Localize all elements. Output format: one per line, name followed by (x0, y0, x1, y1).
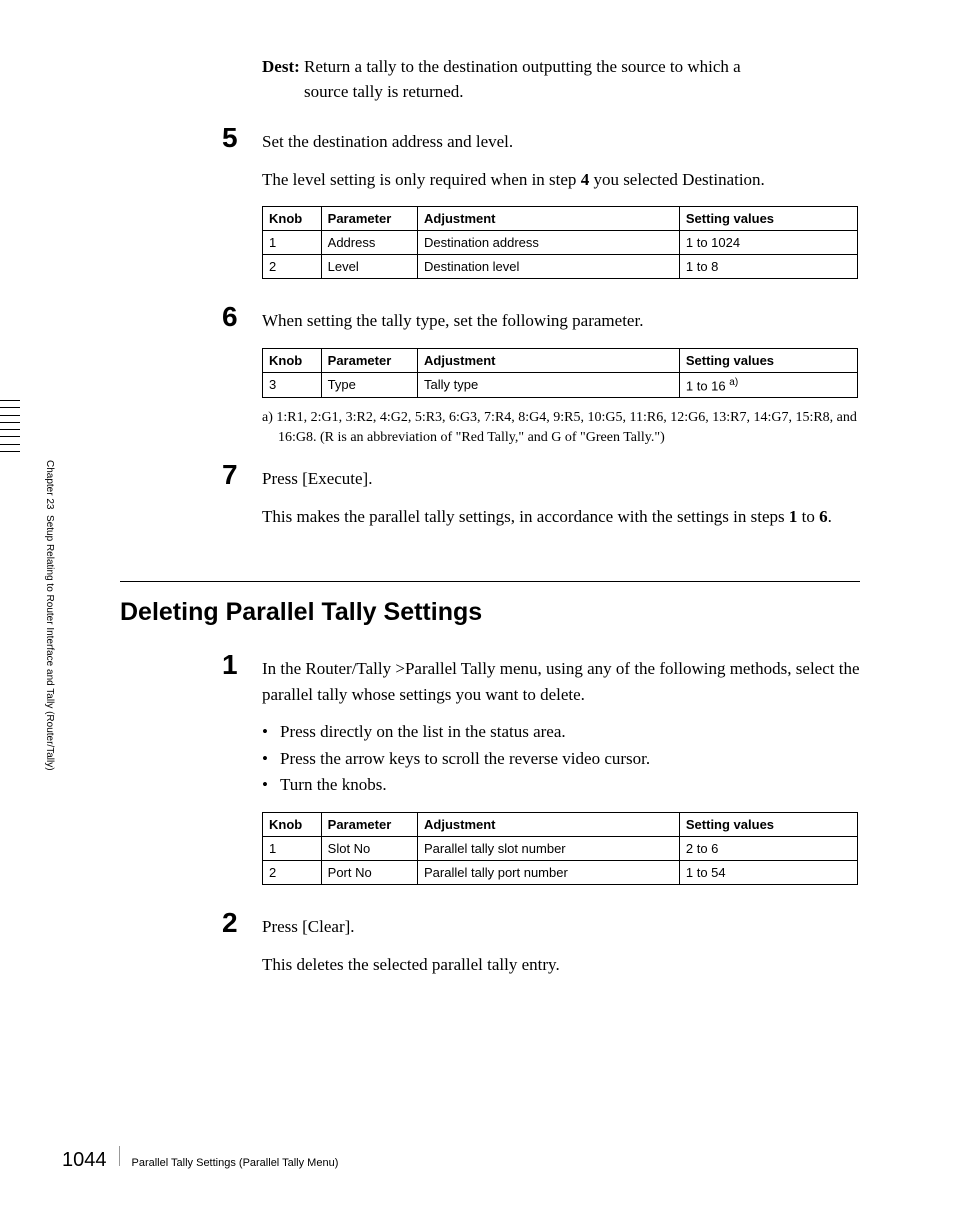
t1-r0-c2: Destination address (418, 231, 680, 255)
step5-body-bold: 4 (581, 170, 590, 189)
list-item: Turn the knobs. (262, 772, 900, 798)
t2-h-set: Setting values (679, 348, 857, 372)
step-5-body: The level setting is only required when … (262, 167, 900, 193)
table-row: 1 Slot No Parallel tally slot number 2 t… (263, 837, 858, 861)
step-7-text: Press [Execute]. (262, 466, 900, 492)
t1-r0-c1: Address (321, 231, 417, 255)
step-7-body: This makes the parallel tally settings, … (262, 504, 900, 530)
del-step-1-text: In the Router/Tally >Parallel Tally menu… (262, 656, 900, 707)
t1-r1-c3: 1 to 8 (679, 255, 857, 279)
dest-line2: source tally is returned. (304, 80, 900, 105)
table-row: 3 Type Tally type 1 to 16 a) (263, 372, 858, 397)
t2-r0-c3-val: 1 to 16 (686, 378, 726, 393)
step-6-num: 6 (222, 301, 262, 333)
t1-h-adj: Adjustment (418, 207, 680, 231)
step-7: 7 Press [Execute]. (120, 459, 900, 492)
t2-h-adj: Adjustment (418, 348, 680, 372)
s7-b2: 6 (819, 507, 828, 526)
step-5-text: Set the destination address and level. (262, 129, 900, 155)
footer-title: Parallel Tally Settings (Parallel Tally … (132, 1157, 339, 1169)
t3-r0-c2: Parallel tally slot number (418, 837, 680, 861)
table-row: 1 Address Destination address 1 to 1024 (263, 231, 858, 255)
table-row: 2 Port No Parallel tally port number 1 t… (263, 861, 858, 885)
dest-label: Dest: (262, 57, 300, 76)
t2-r0-c2: Tally type (418, 372, 680, 397)
list-item: Press the arrow keys to scroll the rever… (262, 746, 900, 772)
del-step-2: 2 Press [Clear]. (120, 907, 900, 940)
step-6-text: When setting the tally type, set the fol… (262, 308, 900, 334)
table-row: 2 Level Destination level 1 to 8 (263, 255, 858, 279)
t2-r0-c0: 3 (263, 372, 322, 397)
del-step-2-text: Press [Clear]. (262, 914, 900, 940)
t2-h-param: Parameter (321, 348, 417, 372)
t1-r1-c2: Destination level (418, 255, 680, 279)
dest-para: Dest: Return a tally to the destination … (262, 55, 900, 104)
t3-r1-c3: 1 to 54 (679, 861, 857, 885)
t3-r0-c1: Slot No (321, 837, 417, 861)
del-step-2-body: This deletes the selected parallel tally… (262, 952, 900, 978)
t3-r1-c0: 2 (263, 861, 322, 885)
t3-h-adj: Adjustment (418, 813, 680, 837)
table-1: Knob Parameter Adjustment Setting values… (262, 206, 858, 279)
chapter-title: Setup Relating to Router Interface and T… (44, 515, 55, 771)
t2-r0-c1: Type (321, 372, 417, 397)
t3-r1-c1: Port No (321, 861, 417, 885)
t1-r0-c0: 1 (263, 231, 322, 255)
t3-h-knob: Knob (263, 813, 322, 837)
s7-pre: This makes the parallel tally settings, … (262, 507, 789, 526)
step5-body-post: you selected Destination. (589, 170, 765, 189)
t1-r0-c3: 1 to 1024 (679, 231, 857, 255)
t1-r1-c0: 2 (263, 255, 322, 279)
t1-r1-c1: Level (321, 255, 417, 279)
t1-h-knob: Knob (263, 207, 322, 231)
binding-marks (0, 400, 20, 452)
step5-body-pre: The level setting is only required when … (262, 170, 581, 189)
side-label: Chapter 23 Setup Relating to Router Inte… (44, 460, 55, 771)
s7-mid: to (797, 507, 819, 526)
t2-h-knob: Knob (263, 348, 322, 372)
t3-h-set: Setting values (679, 813, 857, 837)
footer-divider (119, 1146, 120, 1166)
footnote-a: a) 1:R1, 2:G1, 3:R2, 4:G2, 5:R3, 6:G3, 7… (262, 408, 882, 447)
del-step-1-num: 1 (222, 649, 262, 681)
step-6: 6 When setting the tally type, set the f… (120, 301, 900, 334)
t3-r0-c0: 1 (263, 837, 322, 861)
table-2: Knob Parameter Adjustment Setting values… (262, 348, 858, 398)
table-3: Knob Parameter Adjustment Setting values… (262, 812, 858, 885)
section-heading: Deleting Parallel Tally Settings (120, 581, 860, 627)
t3-r0-c3: 2 to 6 (679, 837, 857, 861)
page-content: Dest: Return a tally to the destination … (120, 55, 900, 977)
chapter-label: Chapter 23 (44, 460, 55, 509)
t2-r0-c3-sup: a) (729, 377, 738, 388)
t1-h-param: Parameter (321, 207, 417, 231)
step-7-num: 7 (222, 459, 262, 491)
dest-line1: Return a tally to the destination output… (300, 57, 741, 76)
step-5-num: 5 (222, 122, 262, 154)
t3-r1-c2: Parallel tally port number (418, 861, 680, 885)
list-item: Press directly on the list in the status… (262, 719, 900, 745)
bullet-list: Press directly on the list in the status… (262, 719, 900, 798)
del-step-1: 1 In the Router/Tally >Parallel Tally me… (120, 649, 900, 707)
page-footer: 1044 Parallel Tally Settings (Parallel T… (62, 1146, 338, 1172)
del-step-2-num: 2 (222, 907, 262, 939)
step-5: 5 Set the destination address and level. (120, 122, 900, 155)
s7-post: . (828, 507, 832, 526)
t2-r0-c3: 1 to 16 a) (679, 372, 857, 397)
t3-h-param: Parameter (321, 813, 417, 837)
page-number: 1044 (62, 1149, 107, 1172)
t1-h-set: Setting values (679, 207, 857, 231)
